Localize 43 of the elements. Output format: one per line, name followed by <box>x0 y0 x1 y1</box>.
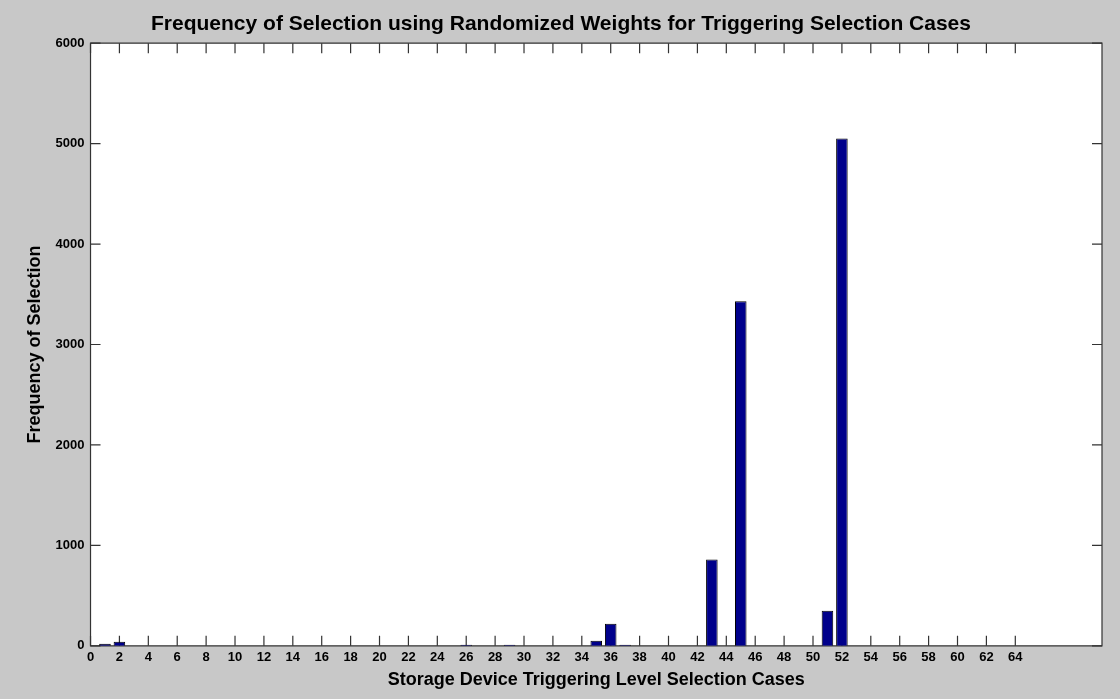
y-tick-label: 2000 <box>55 436 85 452</box>
x-tick-label: 42 <box>690 649 705 665</box>
x-tick-label: 46 <box>747 649 763 665</box>
x-tick-label: 18 <box>343 649 358 665</box>
x-tick-label: 36 <box>603 649 618 665</box>
y-tick-label: 3000 <box>55 336 85 352</box>
x-tick-label: 44 <box>719 649 735 665</box>
x-tick-label: 16 <box>314 649 329 665</box>
x-tick-label: 24 <box>430 649 446 665</box>
x-tick-label: 54 <box>863 649 879 665</box>
y-axis-title: Frequency of Selection <box>23 245 44 444</box>
x-tick-label: 64 <box>1008 649 1024 665</box>
x-tick-label: 60 <box>950 649 965 665</box>
y-tick-label: 0 <box>77 637 85 653</box>
y-tick-label: 6000 <box>55 34 85 50</box>
x-tick-label: 10 <box>227 649 243 665</box>
x-tick-label: 2 <box>115 649 124 665</box>
chart-title: Frequency of Selection using Randomized Weights for Triggering Selection Cases <box>151 11 971 35</box>
x-tick-label: 52 <box>834 649 850 665</box>
x-tick-label: 30 <box>516 649 532 665</box>
x-tick-label: 26 <box>458 649 474 665</box>
x-tick-label: 34 <box>574 649 590 665</box>
x-tick-label: 6 <box>173 649 181 665</box>
x-tick-label: 4 <box>144 649 153 665</box>
x-tick-label: 50 <box>805 649 821 665</box>
y-tick-label: 1000 <box>55 536 85 552</box>
x-tick-label: 40 <box>661 649 676 665</box>
x-tick-label: 22 <box>401 649 416 665</box>
x-tick-label: 28 <box>487 649 503 665</box>
x-tick-label: 56 <box>892 649 907 665</box>
y-tick-label: 4000 <box>55 235 85 251</box>
x-tick-label: 58 <box>921 649 936 665</box>
x-tick-label: 0 <box>86 649 95 665</box>
x-tick-label: 48 <box>776 649 792 665</box>
x-tick-label: 38 <box>632 649 647 665</box>
y-tick-label: 5000 <box>55 135 85 151</box>
x-axis-title: Storage Device Triggering Level Selection Cases <box>387 669 805 690</box>
x-tick-label: 12 <box>256 649 272 665</box>
x-tick-label: 14 <box>285 649 301 665</box>
x-tick-label: 32 <box>545 649 561 665</box>
x-tick-label: 62 <box>979 649 994 665</box>
x-tick-label: 8 <box>202 649 210 665</box>
x-tick-label: 20 <box>372 649 387 665</box>
